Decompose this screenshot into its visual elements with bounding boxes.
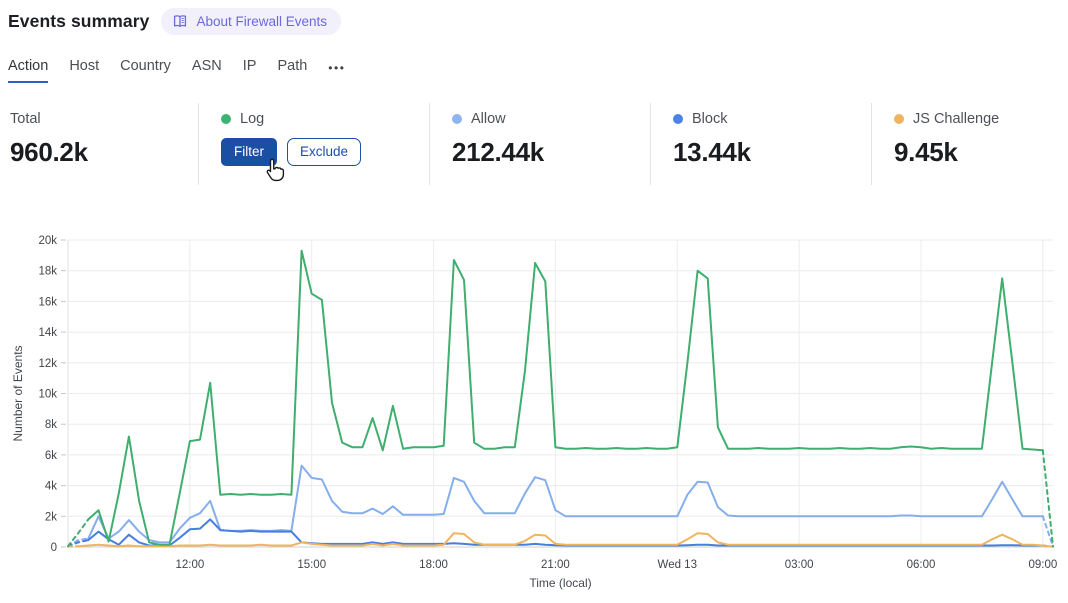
- stat-block: Block 13.44k: [650, 103, 871, 185]
- x-axis-title: Time (local): [529, 576, 591, 590]
- y-tick-label: 16k: [38, 296, 57, 308]
- y-tick-label: 0: [51, 542, 57, 554]
- about-firewall-events-badge[interactable]: About Firewall Events: [161, 8, 342, 35]
- stat-hover-actions: Filter Exclude: [221, 138, 429, 166]
- log-series-line: [1041, 449, 1054, 548]
- badge-label: About Firewall Events: [196, 14, 328, 29]
- y-tick-label: 12k: [38, 358, 57, 370]
- x-tick-label: Wed 13: [658, 559, 697, 571]
- events-chart[interactable]: 0 2k 4k 6k 8k 10k 12k 14k 16k 18k 20k 12:00 15:00 18:…: [0, 222, 1068, 598]
- js-challenge-series-line: [67, 545, 80, 548]
- x-tick-label: 21:00: [541, 559, 570, 571]
- y-tick-label: 6k: [45, 450, 57, 462]
- tab-ip[interactable]: IP: [242, 58, 257, 74]
- stat-label: Block: [673, 110, 871, 128]
- allow-series-line: [1041, 515, 1054, 548]
- tab-host[interactable]: Host: [69, 58, 100, 74]
- block-series-line: [87, 518, 1044, 547]
- stat-label: Allow: [452, 110, 650, 128]
- stat-label-text: Log: [240, 111, 265, 127]
- stat-allow: Allow 212.44k: [429, 103, 650, 185]
- stat-label: JS Challenge: [894, 110, 1067, 128]
- y-tick-label: 14k: [38, 327, 57, 339]
- summary-tabs: Action Host Country ASN IP Path •••: [8, 58, 345, 83]
- js-challenge-legend-dot-icon: [894, 114, 904, 124]
- stat-value: 9.45k: [894, 137, 958, 167]
- log-legend-dot-icon: [221, 114, 231, 124]
- page-header: Events summary About Firewall Events: [8, 8, 342, 35]
- x-tick-label: 03:00: [785, 559, 814, 571]
- filter-button[interactable]: Filter: [221, 138, 277, 166]
- stat-label-text: Block: [692, 111, 728, 127]
- block-series-line: [67, 539, 90, 548]
- stat-value: 13.44k: [673, 137, 751, 167]
- tabs-more-button[interactable]: •••: [328, 61, 346, 75]
- js-challenge-series-line: [77, 532, 1054, 548]
- tab-path[interactable]: Path: [277, 58, 308, 74]
- y-tick-label: 2k: [45, 511, 57, 523]
- stat-js-challenge: JS Challenge 9.45k: [871, 103, 1067, 185]
- stat-label-text: JS Challenge: [913, 111, 1000, 127]
- log-series-line: [67, 518, 90, 548]
- book-icon: [172, 14, 188, 29]
- stat-label: Log: [221, 110, 429, 128]
- block-legend-dot-icon: [673, 114, 683, 124]
- stat-value: 212.44k: [452, 137, 544, 167]
- tab-asn[interactable]: ASN: [191, 58, 222, 74]
- log-series-line: [87, 249, 1044, 546]
- y-tick-label: 4k: [45, 481, 57, 493]
- y-tick-label: 10k: [38, 389, 57, 401]
- x-tick-label: 09:00: [1028, 559, 1057, 571]
- y-tick-label: 8k: [45, 419, 57, 431]
- tab-action[interactable]: Action: [8, 58, 49, 83]
- x-tick-label: 18:00: [419, 559, 448, 571]
- page-title: Events summary: [8, 11, 150, 31]
- y-tick-label: 20k: [38, 235, 57, 247]
- stat-value: 960.2k: [10, 137, 88, 167]
- allow-legend-dot-icon: [452, 114, 462, 124]
- y-axis-title: Number of Events: [11, 345, 25, 441]
- stats-row: Total 960.2k Log Filter Exclude Allow 212.44k B…: [0, 103, 1068, 185]
- x-tick-label: 15:00: [297, 559, 326, 571]
- stat-log: Log Filter Exclude: [198, 103, 429, 185]
- x-tick-label: 06:00: [907, 559, 936, 571]
- exclude-button[interactable]: Exclude: [287, 138, 362, 166]
- stat-total: Total 960.2k: [0, 103, 198, 185]
- y-tick-label: 18k: [38, 266, 57, 278]
- stat-label-text: Allow: [471, 111, 506, 127]
- stat-label: Total: [10, 110, 198, 128]
- tab-country[interactable]: Country: [120, 58, 171, 74]
- stat-label-text: Total: [10, 111, 41, 127]
- x-tick-label: 12:00: [175, 559, 204, 571]
